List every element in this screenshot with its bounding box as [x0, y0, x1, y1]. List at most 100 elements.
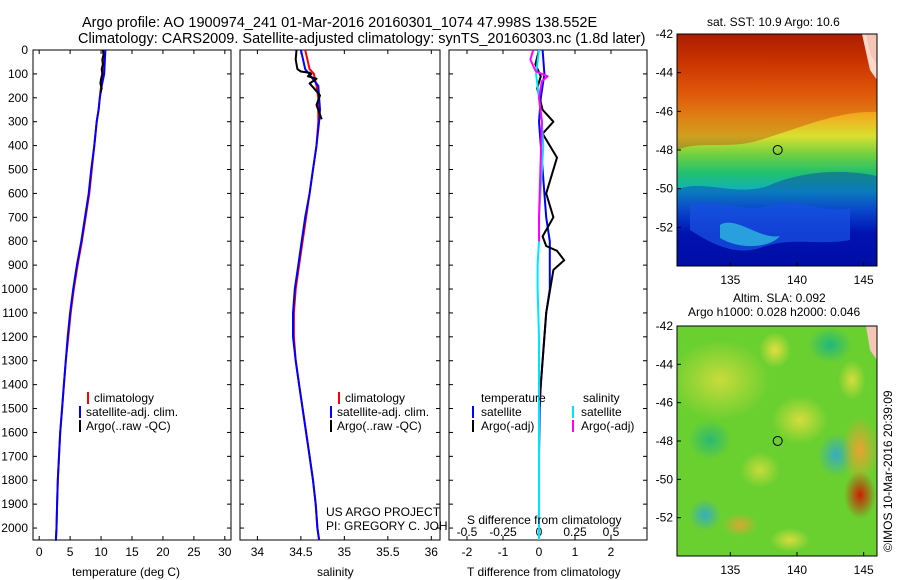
depth-tick-label: 0	[21, 43, 28, 57]
legend-label-t-satellite: satellite	[481, 405, 522, 419]
x-tick-label: -2	[462, 545, 473, 559]
x-tick-label: 35.5	[376, 545, 400, 559]
difference-panel: -2 -1 0 1 2 -0.5 -0.25 0 0.25 0.5 T difference f…	[448, 49, 648, 579]
sla-map-title-line1: Altim. SLA: 0.092	[733, 291, 826, 305]
map-y-tick-label: -48	[656, 143, 674, 157]
depth-tick-label: 100	[8, 67, 28, 81]
map-y-tick-label: -50	[656, 472, 674, 486]
map-y-tick-label: -46	[656, 104, 674, 118]
sla-map-title-line2: Argo h1000: 0.028 h2000: 0.046	[688, 305, 860, 319]
legend-label-satellite: satellite-adj. clim.	[86, 405, 178, 419]
depth-tick-label: 1800	[1, 473, 28, 487]
pi-annotation: PI: GREGORY C. JOHNSON	[326, 519, 482, 533]
temperature-panel: 0100200300400500600700800900100011001200…	[1, 43, 232, 579]
legend-swatch-argo	[79, 420, 81, 432]
temperature-series	[54, 49, 107, 541]
x-tick-label: 5	[67, 545, 74, 559]
map-y-tick-label: -48	[656, 434, 674, 448]
map-x-tick-label: 135	[720, 273, 740, 287]
difference-depth-ticks	[449, 49, 647, 529]
x-tick-label: 10	[94, 545, 108, 559]
x-tick-label: 30	[218, 545, 232, 559]
sst-map-title: sat. SST: 10.9 Argo: 10.6	[707, 15, 840, 29]
t-difference-x-axis: -2 -1 0 1 2	[462, 50, 615, 559]
sla-map-axes: 135 140 145 -42 -44 -46 -48 -50 -52	[656, 319, 874, 577]
t-difference-xlabel: T difference from climatology	[467, 565, 621, 579]
salinity-depth-ticks	[240, 49, 440, 529]
x-tick-label: 25	[187, 545, 201, 559]
legend-heading-salinity: salinity	[583, 391, 620, 405]
depth-tick-label: 1100	[2, 306, 28, 320]
temperature-legend: climatology satellite-adj. clim. Argo(..…	[79, 391, 178, 433]
difference-series	[529, 49, 566, 540]
x-tick-label: 0	[536, 545, 543, 559]
map-y-tick-label: -44	[656, 66, 674, 80]
depth-tick-label: 1200	[1, 330, 28, 344]
legend-label-s-argo: Argo(-adj)	[581, 419, 634, 433]
depth-tick-label: 800	[8, 234, 28, 248]
legend-label-t-argo: Argo(-adj)	[481, 419, 534, 433]
legend-swatch-t-satellite	[472, 406, 474, 418]
s-diff-tick-label: -0.25	[489, 525, 517, 539]
depth-tick-label: 600	[8, 186, 28, 200]
sst-heatmap	[677, 34, 877, 266]
temperature-plot-frame	[32, 49, 232, 541]
depth-tick-label: 1700	[1, 449, 28, 463]
difference-legend: temperature satellite Argo(-adj) salinit…	[472, 391, 634, 433]
legend-swatch-t-argo	[472, 420, 474, 432]
salinity-panel: 34 34.5 35 35.5 36 salinity climatology sate…	[239, 49, 482, 579]
map-x-tick-label: 140	[787, 273, 807, 287]
series-line-salinity-argo-adj	[529, 49, 549, 242]
legend-swatch-s-satellite	[572, 406, 574, 418]
legend-label-argo: Argo(..raw -QC)	[86, 419, 171, 433]
temperature-x-axis: 0 5 10 15 20 25 30	[36, 50, 232, 559]
figure-title-line2: Climatology: CARS2009. Satellite-adjuste…	[78, 31, 645, 47]
depth-tick-label: 500	[8, 163, 28, 177]
temperature-depth-axis: 0 100 200 300 400 500 600 700 800 900 1000 1100 1200…	[1, 43, 231, 535]
map-x-tick-label: 145	[854, 273, 874, 287]
sla-map-panel: Altim. SLA: 0.092 Argo h1000: 0.028 h200…	[656, 291, 878, 577]
legend-swatch-argo	[330, 420, 332, 432]
series-line-satellite-adj-clim	[54, 49, 107, 541]
map-y-tick-label: -50	[656, 182, 674, 196]
imos-credit: ©IMOS 10-Mar-2016 20:39:09	[881, 390, 895, 552]
depth-tick-label: 1300	[1, 354, 28, 368]
map-y-tick-label: -46	[656, 396, 674, 410]
s-diff-tick-label: -0.5	[457, 525, 478, 539]
figure-title-line1: Argo profile: AO 1900974_241 01-Mar-2016…	[82, 15, 597, 31]
depth-tick-label: 900	[8, 258, 28, 272]
legend-swatch-s-argo	[572, 420, 574, 432]
sst-map-axes: 135 140 145 -42 -44 -46 -48 -50 -52	[656, 27, 874, 287]
project-annotation: US ARGO PROJECT	[326, 505, 441, 519]
x-tick-label: -1	[498, 545, 509, 559]
legend-label-climatology: climatology	[345, 391, 405, 405]
map-y-tick-label: -52	[656, 220, 674, 234]
salinity-plot-frame	[239, 49, 441, 541]
salinity-legend: climatology satellite-adj. clim. Argo(..…	[330, 391, 429, 433]
legend-swatch-climatology	[338, 392, 340, 404]
x-tick-label: 35	[338, 545, 352, 559]
sla-heatmap	[677, 326, 877, 556]
map-y-tick-label: -44	[656, 357, 674, 371]
depth-tick-label: 1000	[1, 282, 28, 296]
temperature-xlabel: temperature (deg C)	[72, 565, 180, 579]
x-tick-label: 1	[572, 545, 579, 559]
map-y-tick-label: -42	[656, 27, 674, 41]
x-tick-label: 0	[36, 545, 43, 559]
depth-tick-label: 1900	[1, 497, 28, 511]
legend-swatch-satellite	[330, 406, 332, 418]
s-diff-tick-label: 0.25	[563, 525, 587, 539]
map-y-tick-label: -52	[656, 511, 674, 525]
depth-tick-label: 700	[8, 210, 28, 224]
s-difference-xlabel: S difference from climatology	[467, 513, 622, 527]
legend-label-satellite: satellite-adj. clim.	[337, 405, 429, 419]
x-tick-label: 20	[156, 545, 170, 559]
series-line-argo-raw-qc	[294, 49, 323, 120]
depth-tick-label: 2000	[1, 521, 28, 535]
series-line-argo-raw-qc	[99, 49, 105, 94]
legend-label-s-satellite: satellite	[581, 405, 622, 419]
depth-tick-label: 200	[8, 91, 28, 105]
legend-heading-temperature: temperature	[481, 391, 546, 405]
depth-tick-label: 1500	[1, 402, 28, 416]
